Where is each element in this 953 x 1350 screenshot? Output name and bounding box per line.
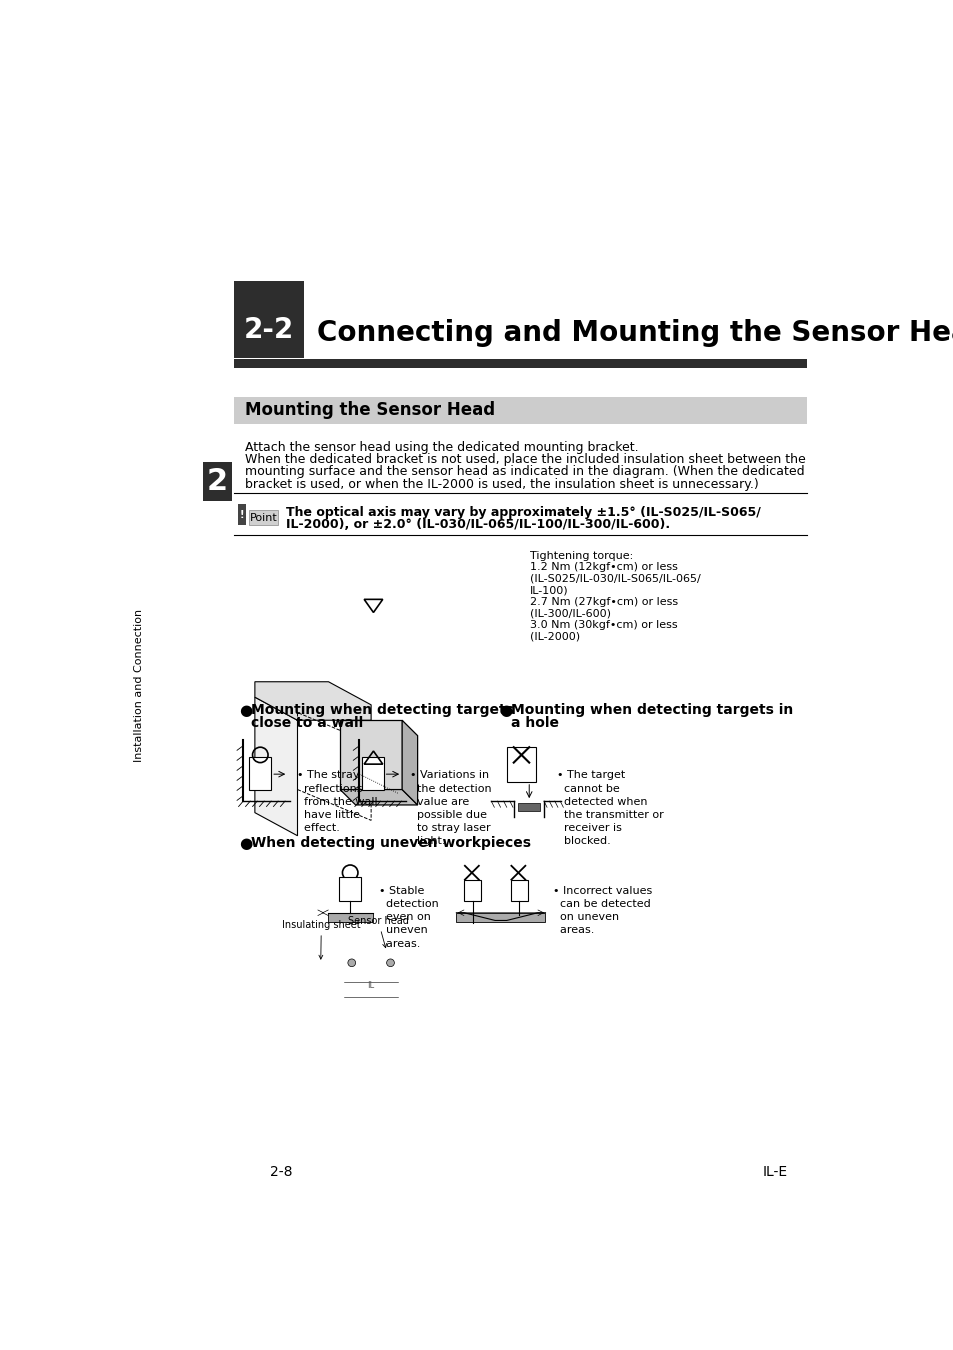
Bar — [237, 504, 245, 525]
Text: Installation and Connection: Installation and Connection — [133, 609, 144, 763]
Text: 2: 2 — [207, 467, 228, 495]
Polygon shape — [254, 697, 297, 836]
Polygon shape — [340, 790, 417, 805]
Bar — [233, 359, 806, 369]
Bar — [517, 803, 539, 811]
Bar — [249, 510, 278, 525]
Bar — [328, 913, 373, 922]
Text: Insulating sheet: Insulating sheet — [282, 921, 360, 958]
Text: • The target
  cannot be
  detected when
  the transmitter or
  receiver is
  bl: • The target cannot be detected when the… — [557, 771, 663, 846]
Circle shape — [386, 958, 394, 967]
Text: When the dedicated bracket is not used, place the included insulation sheet betw: When the dedicated bracket is not used, … — [245, 454, 804, 466]
Polygon shape — [254, 682, 371, 721]
Text: • The stray
  reflections
  from the wall
  have little
  effect.: • The stray reflections from the wall ha… — [297, 771, 377, 833]
Text: Tightening torque:: Tightening torque: — [530, 551, 633, 560]
Text: IL-E: IL-E — [761, 1165, 787, 1180]
Bar — [339, 876, 360, 902]
Text: 2-2: 2-2 — [243, 316, 294, 344]
Text: • Stable
  detection
  even on
  uneven
  areas.: • Stable detection even on uneven areas. — [378, 886, 438, 949]
Text: (IL-2000): (IL-2000) — [530, 632, 579, 641]
Text: (IL-300/IL-600): (IL-300/IL-600) — [530, 609, 610, 618]
Text: 3.0 Nm (30kgf•cm) or less: 3.0 Nm (30kgf•cm) or less — [530, 620, 677, 630]
Circle shape — [348, 958, 355, 967]
Bar — [361, 757, 383, 790]
Bar — [464, 880, 480, 902]
Text: • Incorrect values
  can be detected
  on uneven
  areas.: • Incorrect values can be detected on un… — [553, 886, 652, 936]
Bar — [233, 281, 303, 358]
Text: close to a wall: close to a wall — [251, 716, 363, 729]
Text: bracket is used, or when the IL-2000 is used, the insulation sheet is unnecessar: bracket is used, or when the IL-2000 is … — [245, 478, 758, 490]
Text: 2-8: 2-8 — [270, 1165, 293, 1180]
Text: Mounting when detecting targets: Mounting when detecting targets — [251, 703, 514, 717]
Text: !: ! — [239, 510, 244, 520]
Bar — [510, 880, 527, 902]
Text: Sensor head: Sensor head — [348, 917, 408, 948]
Text: When detecting uneven workpieces: When detecting uneven workpieces — [251, 836, 531, 849]
Text: IL: IL — [367, 981, 375, 991]
Text: IL-100): IL-100) — [530, 586, 568, 595]
Text: • Variations in
  the detection
  value are
  possible due
  to stray laser
  li: • Variations in the detection value are … — [410, 771, 491, 846]
Text: Attach the sensor head using the dedicated mounting bracket.: Attach the sensor head using the dedicat… — [245, 440, 638, 454]
Bar — [203, 462, 233, 501]
Bar — [456, 913, 545, 922]
Text: Mounting the Sensor Head: Mounting the Sensor Head — [245, 401, 495, 418]
Text: The optical axis may vary by approximately ±1.5° (IL-S025/IL-S065/: The optical axis may vary by approximate… — [286, 506, 760, 520]
Text: a hole: a hole — [510, 716, 558, 729]
Text: ●: ● — [239, 836, 253, 850]
Text: 1.2 Nm (12kgf•cm) or less: 1.2 Nm (12kgf•cm) or less — [530, 563, 678, 572]
Text: ●: ● — [498, 703, 512, 718]
Text: (IL-S025/IL-030/IL-S065/IL-065/: (IL-S025/IL-030/IL-S065/IL-065/ — [530, 574, 700, 585]
Text: Point: Point — [250, 513, 277, 522]
Polygon shape — [402, 721, 417, 805]
Text: Mounting when detecting targets in: Mounting when detecting targets in — [510, 703, 792, 717]
Text: IL-2000), or ±2.0° (IL-030/IL-065/IL-100/IL-300/IL-600).: IL-2000), or ±2.0° (IL-030/IL-065/IL-100… — [286, 518, 669, 531]
Text: Connecting and Mounting the Sensor Head: Connecting and Mounting the Sensor Head — [316, 319, 953, 347]
Text: ●: ● — [239, 703, 253, 718]
Bar — [249, 757, 271, 790]
Bar — [506, 747, 536, 782]
Polygon shape — [340, 721, 402, 790]
Bar — [233, 397, 806, 424]
Text: 2.7 Nm (27kgf•cm) or less: 2.7 Nm (27kgf•cm) or less — [530, 597, 678, 608]
Text: mounting surface and the sensor head as indicated in the diagram. (When the dedi: mounting surface and the sensor head as … — [245, 466, 803, 478]
